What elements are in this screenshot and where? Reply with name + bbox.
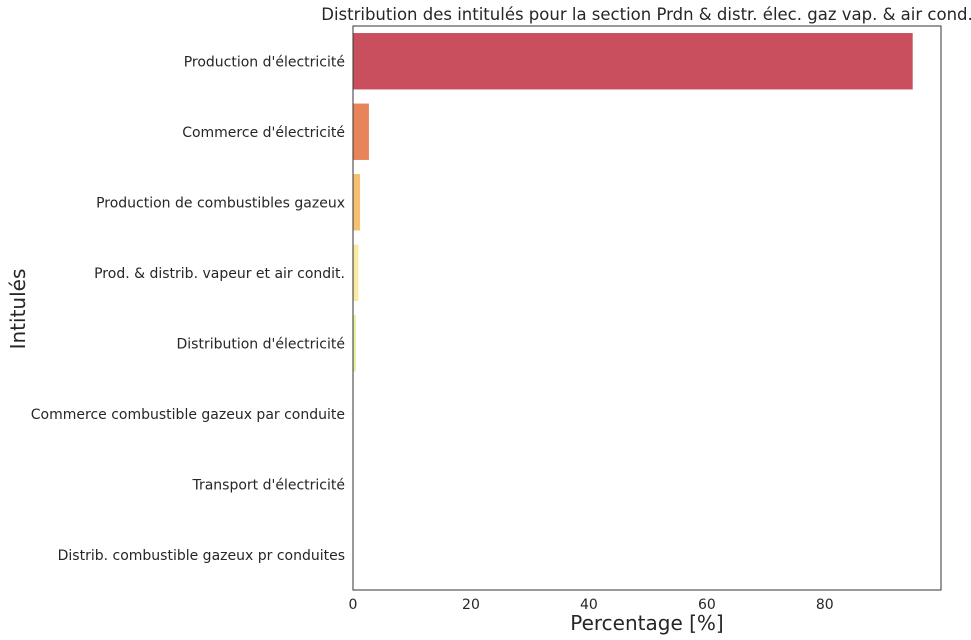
- y-tick-label: Transport d'électricité: [191, 477, 345, 493]
- x-tick-label: 80: [816, 597, 834, 613]
- y-tick-label: Commerce d'électricité: [182, 125, 345, 141]
- y-tick-label: Production d'électricité: [184, 54, 345, 70]
- x-tick-labels: 0 20 40 60 80: [349, 597, 834, 613]
- x-tick-label: 40: [580, 597, 598, 613]
- y-axis-label: Intitulés: [6, 269, 30, 350]
- y-tick-label: Prod. & distrib. vapeur et air condit.: [94, 266, 345, 282]
- bars-group: [353, 33, 913, 583]
- y-tick-label: Distrib. combustible gazeux pr conduites: [58, 548, 345, 564]
- x-tick-label: 60: [698, 597, 716, 613]
- y-tick-label: Production de combustibles gazeux: [96, 195, 345, 211]
- y-tick-label: Distribution d'électricité: [177, 336, 346, 352]
- bar-3: [353, 174, 361, 231]
- x-tick-label: 20: [462, 597, 480, 613]
- y-tick-label: Commerce combustible gazeux par conduite: [31, 407, 345, 423]
- bar-2: [353, 103, 369, 160]
- chart-title: Distribution des intitulés pour la secti…: [321, 5, 971, 24]
- bar-1: [353, 33, 913, 90]
- bar-5: [353, 315, 356, 372]
- x-tick-label: 0: [349, 597, 358, 613]
- plot-frame: [352, 25, 942, 591]
- y-tick-labels: Production d'électricité Commerce d'élect…: [31, 54, 345, 564]
- bar-4: [353, 244, 359, 301]
- x-axis-label: Percentage [%]: [570, 611, 723, 635]
